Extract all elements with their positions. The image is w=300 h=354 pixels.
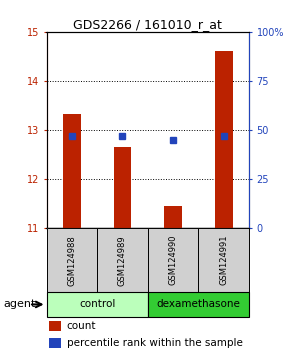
Text: dexamethasone: dexamethasone — [156, 299, 240, 309]
Text: GSM124990: GSM124990 — [169, 235, 178, 285]
FancyBboxPatch shape — [46, 292, 148, 317]
Bar — [215, 51, 232, 228]
Text: control: control — [79, 299, 115, 309]
FancyBboxPatch shape — [97, 228, 148, 292]
FancyBboxPatch shape — [198, 228, 249, 292]
Text: percentile rank within the sample: percentile rank within the sample — [67, 338, 243, 348]
Bar — [49, 321, 61, 331]
FancyBboxPatch shape — [46, 228, 97, 292]
Text: GSM124989: GSM124989 — [118, 235, 127, 286]
FancyBboxPatch shape — [148, 292, 249, 317]
Bar — [164, 206, 182, 228]
Text: GSM124988: GSM124988 — [67, 235, 76, 286]
Text: GSM124991: GSM124991 — [219, 235, 228, 285]
Text: agent: agent — [3, 299, 35, 309]
Text: count: count — [67, 321, 96, 331]
Bar — [114, 147, 131, 228]
Bar — [63, 114, 81, 228]
Title: GDS2266 / 161010_r_at: GDS2266 / 161010_r_at — [73, 18, 222, 31]
FancyBboxPatch shape — [148, 228, 198, 292]
Bar — [49, 338, 61, 348]
